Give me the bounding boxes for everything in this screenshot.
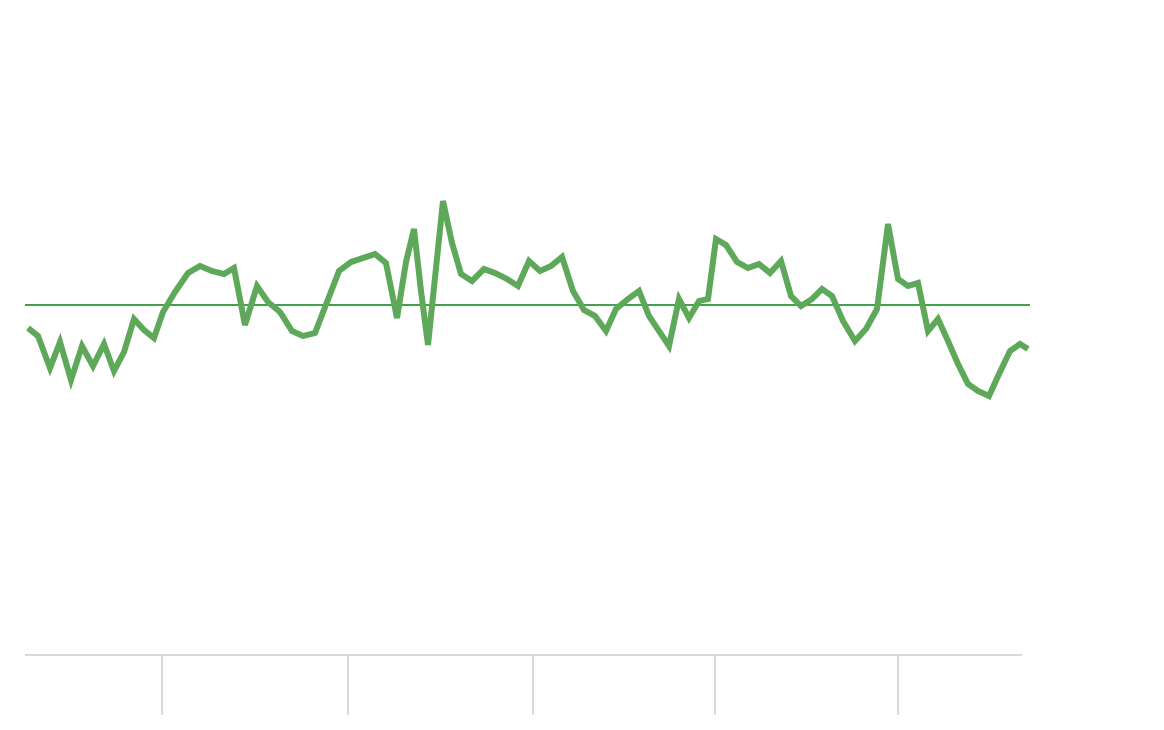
series-line <box>26 200 1030 400</box>
x-axis-ticks <box>161 655 899 715</box>
